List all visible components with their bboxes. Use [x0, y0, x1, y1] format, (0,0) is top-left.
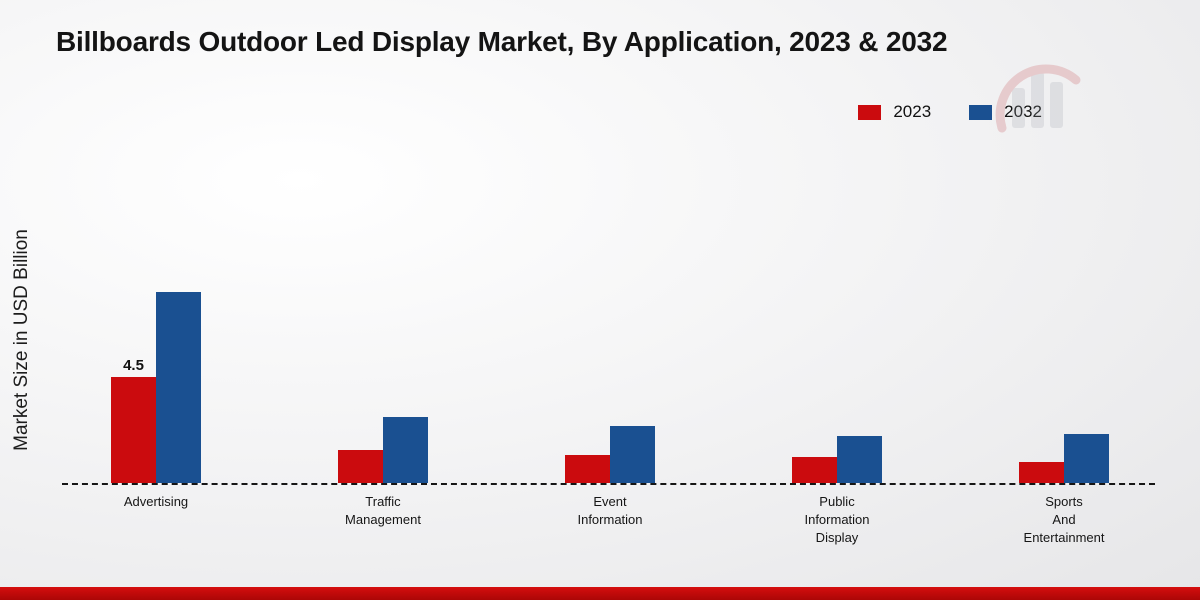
- x-tick-label-line: Display: [815, 530, 859, 545]
- bar-group-public-information-display: [792, 271, 882, 483]
- x-tick-label-line: Public: [819, 494, 855, 509]
- legend-swatch-2023: [858, 104, 882, 120]
- legend-label-2032: 2032: [1004, 102, 1042, 121]
- legend-swatch-2032: [969, 104, 993, 120]
- x-tick-label-line: Traffic: [365, 494, 401, 509]
- x-axis-labels: Advertising Traffic Management Event Informa…: [0, 493, 1200, 563]
- x-tick-label-line: Entertainment: [1023, 530, 1105, 545]
- bottom-red-band: [0, 587, 1200, 600]
- legend-item-2023: 2023: [858, 102, 931, 122]
- x-axis-line: [62, 483, 1155, 485]
- bar-2032-traffic-management: [383, 417, 428, 483]
- watermark-logo: [980, 52, 1090, 142]
- legend: 2023 2032: [858, 102, 1042, 122]
- x-tick-label-traffic-management: Traffic Management: [345, 493, 421, 529]
- x-tick-label-line: Information: [577, 512, 643, 527]
- x-tick-label-event-information: Event Information: [577, 493, 642, 529]
- x-tick-label-line: Event: [593, 494, 627, 509]
- bar-2032-public-information-display: [837, 436, 882, 483]
- x-tick-label-sports-and-entertainment: Sports And Entertainment: [1024, 493, 1105, 547]
- chart-title: Billboards Outdoor Led Display Market, B…: [56, 26, 948, 57]
- bar-2023-public-information-display: [792, 457, 837, 483]
- x-tick-label-line: Management: [345, 512, 421, 527]
- x-tick-label-public-information-display: Public Information Display: [804, 493, 869, 547]
- bar-group-sports-and-entertainment: [1019, 271, 1109, 483]
- chart-bars-logo-icon: [995, 64, 1081, 133]
- x-tick-label-line: And: [1052, 512, 1076, 527]
- bar-2032-sports-and-entertainment: [1064, 434, 1109, 483]
- bar-2023-advertising: [111, 377, 156, 483]
- bar-2032-advertising: [156, 292, 201, 483]
- value-label-advertising-2023: 4.5: [123, 357, 144, 374]
- bar-2023-sports-and-entertainment: [1019, 462, 1064, 483]
- bar-2023-event-information: [565, 455, 610, 483]
- bar-2023-traffic-management: [338, 450, 383, 483]
- bar-group-traffic-management: [338, 271, 428, 483]
- legend-item-2032: 2032: [969, 102, 1042, 122]
- plot-area: 4.5: [0, 271, 1200, 483]
- x-tick-label-line: Information: [804, 512, 870, 527]
- x-tick-label-advertising: Advertising: [124, 493, 188, 511]
- bar-group-advertising: [111, 271, 201, 483]
- x-tick-label-line: Sports: [1045, 494, 1083, 509]
- bar-2032-event-information: [610, 426, 655, 483]
- legend-label-2023: 2023: [893, 102, 932, 121]
- x-tick-label-line: Advertising: [123, 494, 189, 509]
- bar-group-event-information: [565, 271, 655, 483]
